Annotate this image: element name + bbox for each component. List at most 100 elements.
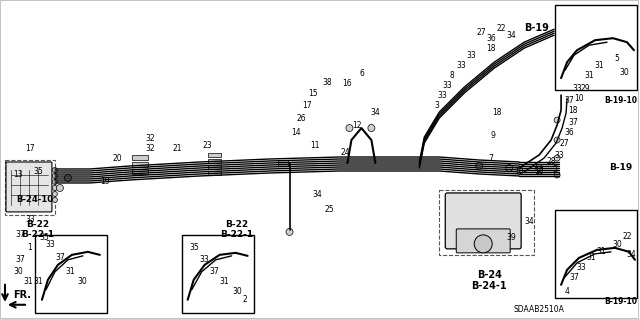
Circle shape <box>536 165 543 172</box>
Bar <box>182 235 253 313</box>
Text: B-19-10: B-19-10 <box>605 96 637 105</box>
Text: B-19: B-19 <box>524 23 548 33</box>
Text: 1: 1 <box>28 243 33 252</box>
Circle shape <box>52 197 58 203</box>
Text: 31: 31 <box>23 277 33 286</box>
Text: 31: 31 <box>220 277 230 286</box>
Text: 37: 37 <box>568 118 578 127</box>
Text: 31: 31 <box>594 61 604 70</box>
Text: 11: 11 <box>310 141 319 150</box>
Text: FR.: FR. <box>13 290 31 300</box>
Circle shape <box>52 185 58 190</box>
Circle shape <box>286 228 293 235</box>
Text: 31: 31 <box>584 70 594 80</box>
Bar <box>555 5 637 90</box>
Text: 30: 30 <box>233 287 243 296</box>
Text: 33: 33 <box>467 51 476 60</box>
Text: B-22: B-22 <box>225 220 248 229</box>
Text: 27: 27 <box>559 138 569 147</box>
Text: 3: 3 <box>553 166 557 174</box>
Text: 31: 31 <box>596 247 606 256</box>
Text: B-22-1: B-22-1 <box>220 230 253 239</box>
Text: 35: 35 <box>190 243 200 252</box>
Text: 37: 37 <box>15 230 25 239</box>
Text: 30: 30 <box>77 277 87 286</box>
Text: 30: 30 <box>619 68 629 77</box>
Text: 34: 34 <box>371 108 380 116</box>
Text: 33: 33 <box>437 91 447 100</box>
Text: B-24-10: B-24-10 <box>17 196 54 204</box>
Text: 4: 4 <box>564 287 570 296</box>
Bar <box>207 153 221 157</box>
Text: B-19-10: B-19-10 <box>605 297 637 306</box>
Text: 12: 12 <box>353 121 362 130</box>
Circle shape <box>554 172 560 178</box>
Text: 18: 18 <box>568 106 578 115</box>
Bar <box>132 155 148 160</box>
Text: 30: 30 <box>612 240 622 249</box>
Circle shape <box>346 124 353 131</box>
Text: 29: 29 <box>580 84 590 93</box>
Text: B-22-1: B-22-1 <box>21 230 54 239</box>
Text: B-24-1: B-24-1 <box>472 281 507 291</box>
Circle shape <box>506 165 513 172</box>
Text: B-24: B-24 <box>477 270 502 280</box>
Text: 34: 34 <box>506 31 516 40</box>
Text: 26: 26 <box>297 114 307 122</box>
Text: 37: 37 <box>55 253 65 262</box>
Text: 18: 18 <box>534 167 544 176</box>
Text: 35: 35 <box>33 167 43 176</box>
Text: 5: 5 <box>614 54 620 63</box>
Text: 10: 10 <box>574 93 584 103</box>
Circle shape <box>554 117 560 123</box>
Text: 34: 34 <box>626 250 636 259</box>
Circle shape <box>52 180 58 184</box>
Text: 32: 32 <box>145 134 155 143</box>
Text: 30: 30 <box>13 267 23 276</box>
Text: 18: 18 <box>515 167 524 176</box>
Text: 3: 3 <box>435 100 440 110</box>
Text: 31: 31 <box>586 253 596 262</box>
Text: 17: 17 <box>25 144 35 152</box>
Text: 23: 23 <box>203 141 212 150</box>
Text: 37: 37 <box>15 255 25 264</box>
Text: 27: 27 <box>476 28 486 37</box>
FancyBboxPatch shape <box>445 193 521 249</box>
Text: 17: 17 <box>303 100 312 110</box>
Bar <box>35 235 107 313</box>
Text: 9: 9 <box>491 130 495 139</box>
Text: 33: 33 <box>25 215 35 224</box>
Text: 36: 36 <box>564 128 574 137</box>
Text: 37: 37 <box>564 96 574 105</box>
Text: 35: 35 <box>39 234 49 242</box>
Text: 19: 19 <box>100 177 109 187</box>
Text: 13: 13 <box>13 170 23 180</box>
Circle shape <box>554 137 560 143</box>
Text: 32: 32 <box>145 144 155 152</box>
Text: 33: 33 <box>442 81 452 90</box>
Text: 8: 8 <box>450 70 454 80</box>
Text: 36: 36 <box>486 34 496 43</box>
Circle shape <box>52 191 58 197</box>
Bar <box>207 165 221 169</box>
Text: 18: 18 <box>486 44 496 53</box>
Text: 25: 25 <box>324 205 334 214</box>
Text: 33: 33 <box>576 263 586 272</box>
Text: B-22: B-22 <box>26 220 49 229</box>
Bar <box>207 159 221 163</box>
Bar <box>132 162 148 167</box>
Text: 15: 15 <box>308 89 318 98</box>
Text: 22: 22 <box>622 232 632 241</box>
Bar <box>132 169 148 174</box>
Text: 37: 37 <box>210 267 220 276</box>
Text: 34: 34 <box>312 190 323 199</box>
Text: 20: 20 <box>113 153 123 162</box>
Circle shape <box>554 155 560 161</box>
Text: 7: 7 <box>489 153 493 162</box>
Circle shape <box>56 184 63 191</box>
Circle shape <box>474 235 492 253</box>
Circle shape <box>476 162 483 169</box>
Text: 38: 38 <box>323 78 332 87</box>
Text: 24: 24 <box>340 147 350 157</box>
Text: 2: 2 <box>242 295 247 304</box>
